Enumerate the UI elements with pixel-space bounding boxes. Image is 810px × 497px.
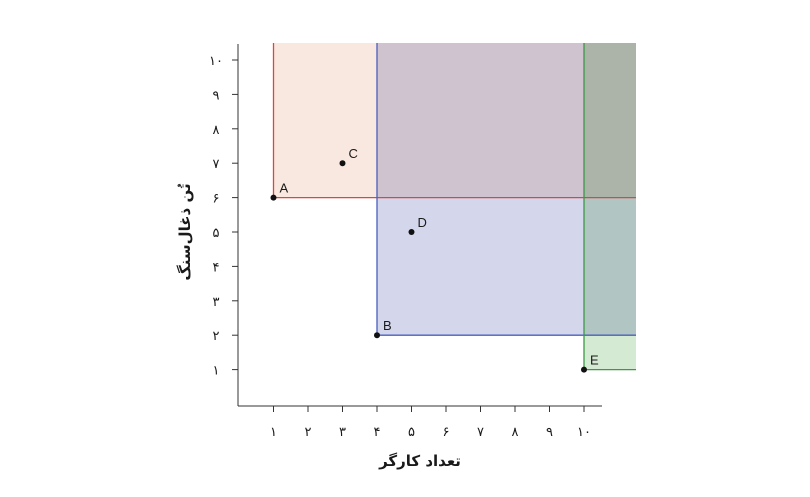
point-D <box>408 229 415 235</box>
x-tick-label: ۴ <box>374 425 381 440</box>
point-label-E: E <box>590 353 599 368</box>
y-tick-label: ۹ <box>213 88 220 103</box>
point-B <box>374 332 380 339</box>
y-tick-label: ۲ <box>213 329 220 344</box>
dominance-regions <box>272 43 636 371</box>
x-tick-label: ۵ <box>408 425 415 440</box>
axes <box>237 44 602 407</box>
y-tick-label: ۷ <box>213 157 220 172</box>
y-tick-label: ۱ <box>213 364 220 379</box>
x-tick-label: ۹ <box>546 425 553 440</box>
point-label-A: A <box>280 181 289 196</box>
y-axis-title: تُن ذغال‌سنگ <box>176 183 194 280</box>
point-A <box>270 194 277 201</box>
y-tick-label: ۴ <box>213 260 220 275</box>
point-label-D: D <box>418 215 427 230</box>
y-tick-label: ۱۰ <box>209 54 223 69</box>
y-ticks: ۱ ۲ ۳ ۴ ۵ ۶ ۷ ۸ ۹ ۱۰ <box>209 54 238 379</box>
y-tick-label: ۸ <box>213 123 220 138</box>
x-tick-label: ۱ <box>270 425 277 440</box>
region-fill-E <box>584 43 636 370</box>
x-tick-label: ۸ <box>512 425 519 440</box>
point-E <box>581 366 587 373</box>
y-tick-label: ۵ <box>213 226 220 241</box>
x-tick-label: ۲ <box>305 425 312 440</box>
x-tick-label: ۷ <box>477 425 484 440</box>
x-axis-title: تعداد کارگر <box>378 452 461 470</box>
y-tick-label: ۳ <box>213 295 220 310</box>
x-tick-label: ۱۰ <box>577 425 591 440</box>
point-label-B: B <box>383 318 392 333</box>
data-points: A B C D E <box>270 146 599 373</box>
point-label-C: C <box>349 146 358 161</box>
x-tick-label: ۳ <box>339 425 346 440</box>
point-C <box>339 160 346 167</box>
x-ticks: ۱ ۲ ۳ ۴ ۵ ۶ ۷ ۸ ۹ ۱۰ <box>270 406 591 440</box>
x-tick-label: ۶ <box>443 425 450 440</box>
y-tick-label: ۶ <box>213 192 220 207</box>
